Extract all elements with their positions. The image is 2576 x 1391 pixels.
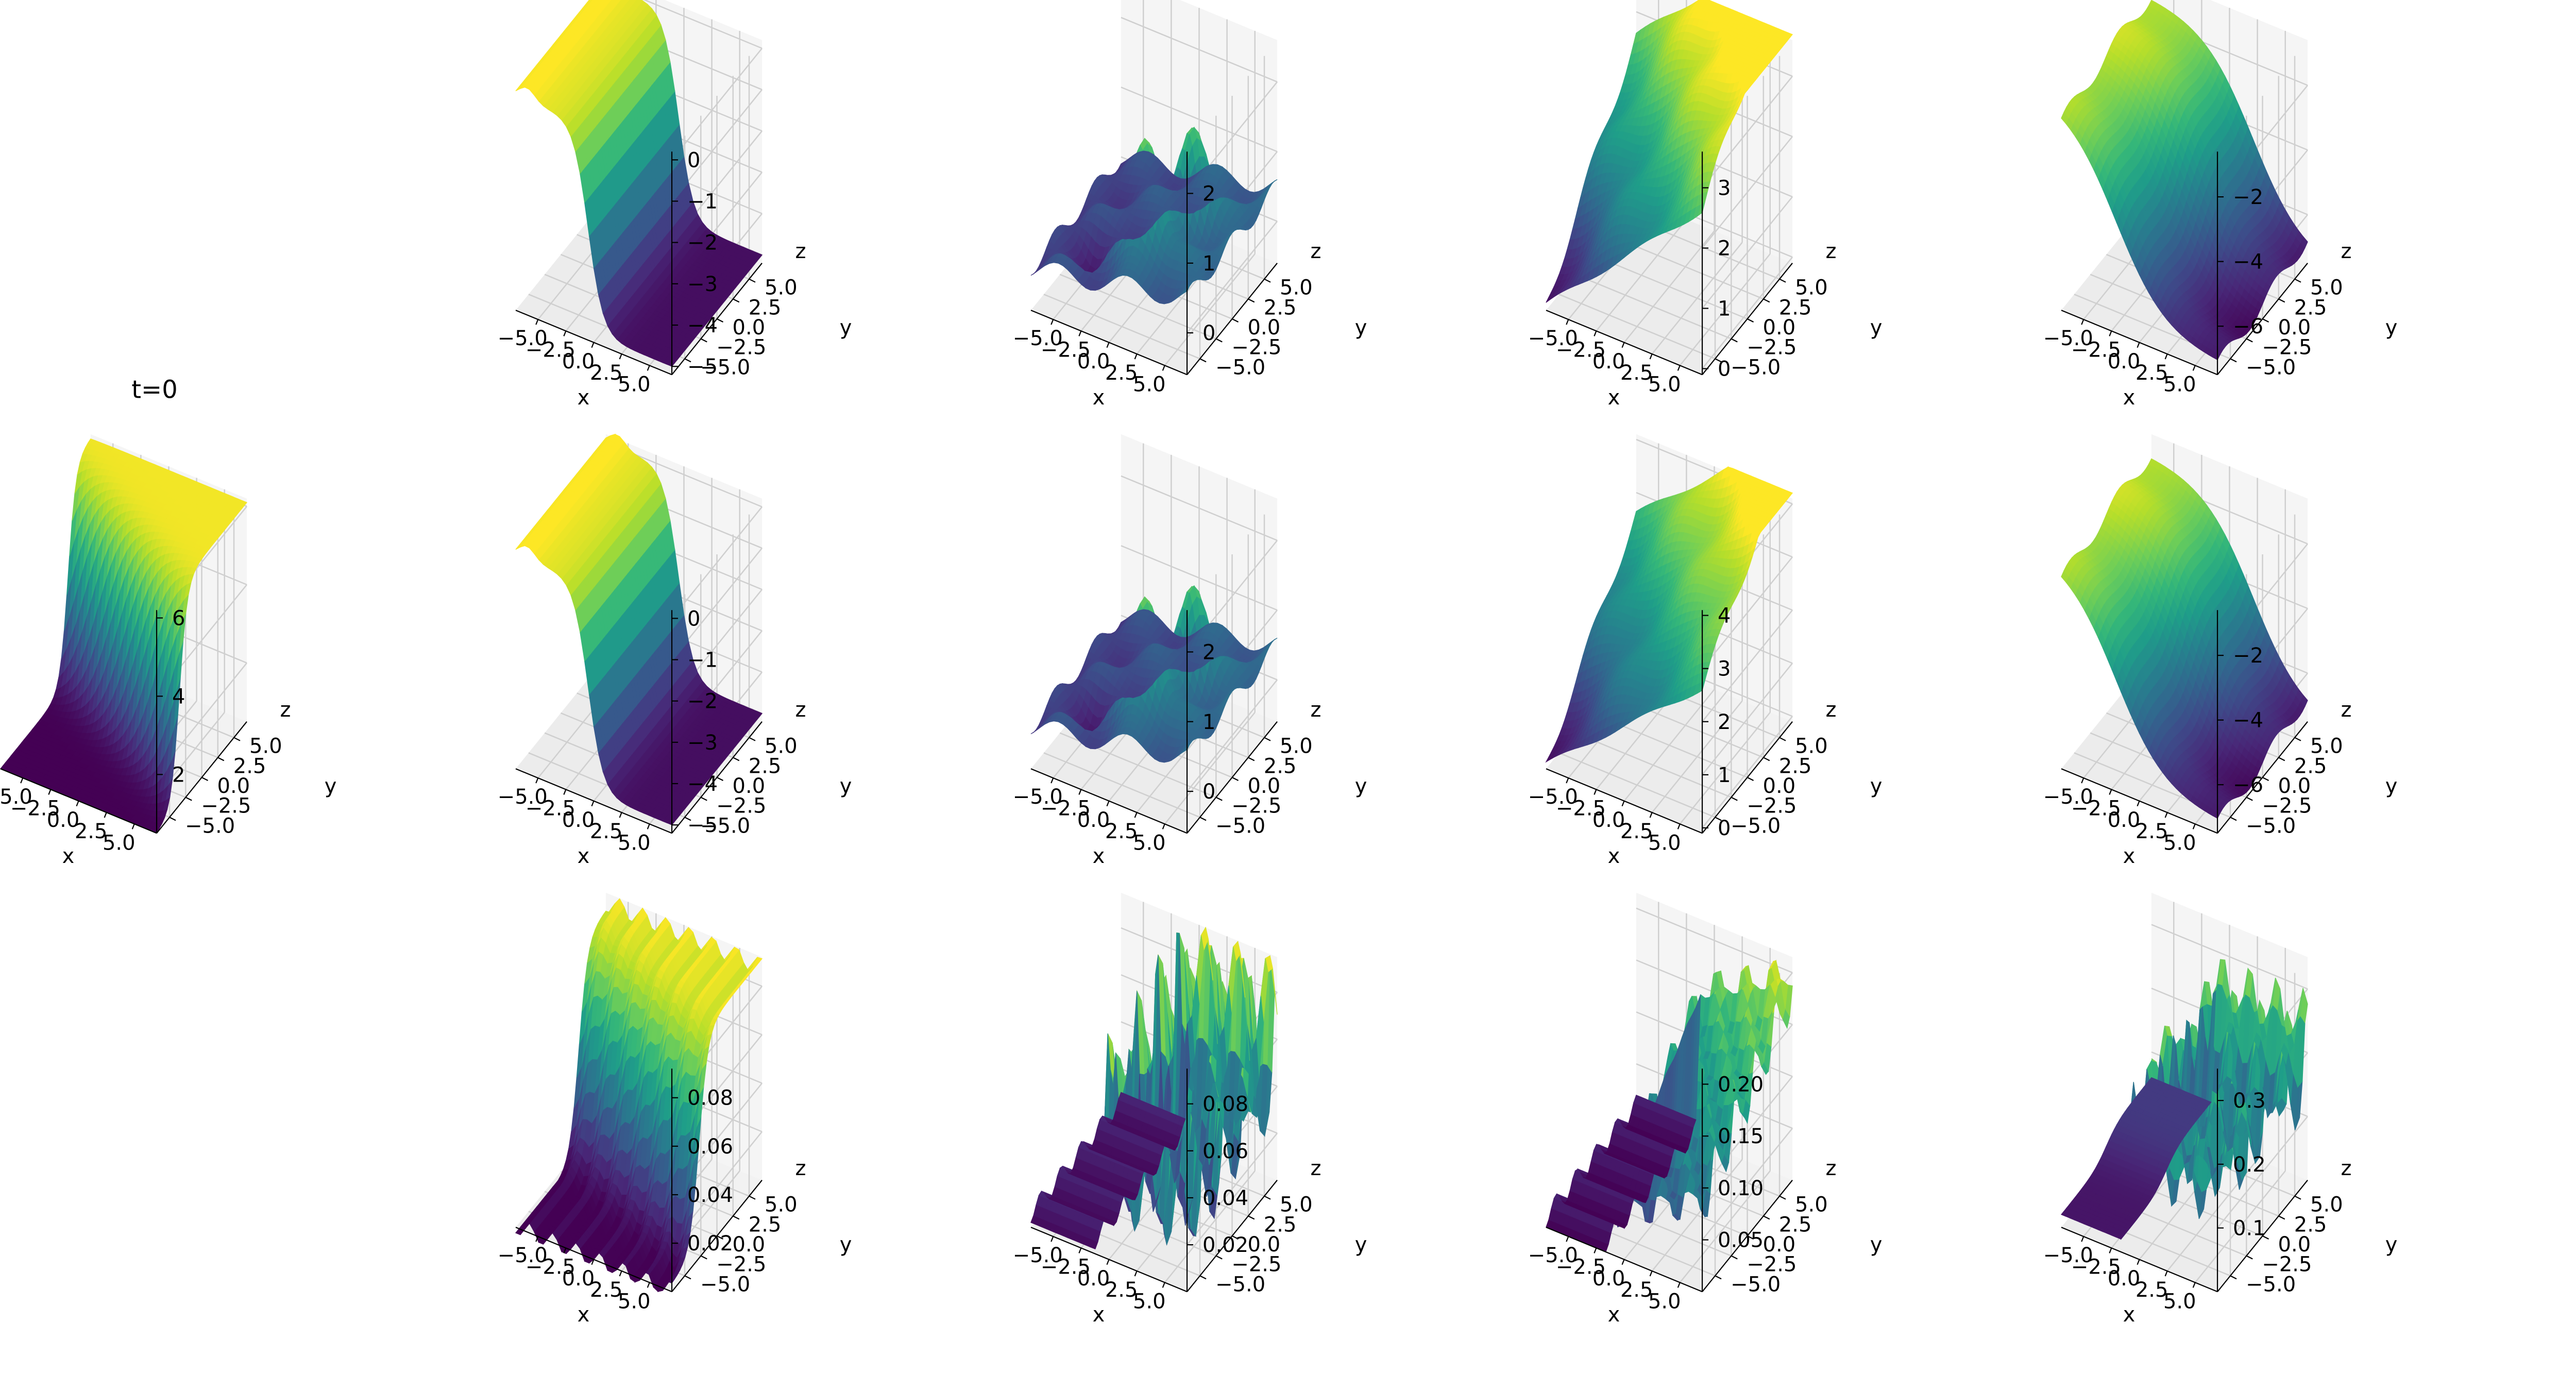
surface [515,0,763,367]
panel-3: −5.0−2.50.02.55.0−5.0−2.50.02.55.0−2−4−6… [2043,0,2398,410]
x-tick-mark [2081,319,2084,325]
x-tick-mark [1134,353,1138,360]
y-axis-label: y [2385,316,2398,340]
z-tick-label: −3 [687,273,718,296]
z-tick-label: 1 [1718,297,1731,321]
x-tick-mark [1106,342,1110,348]
z-axis-label: z [1826,240,1837,263]
x-tick-label: 5.0 [1648,372,1681,396]
x-tick-mark [1566,319,1569,325]
panel-2: −5.0−2.50.02.55.0−5.0−2.50.02.55.03210xy… [1528,0,1883,410]
z-tick-label: 0 [1202,321,1215,345]
x-tick-mark [1050,319,1054,325]
x-tick-mark [535,319,539,325]
y-tick-mark [700,338,707,343]
x-tick-mark [591,342,595,348]
x-tick-mark [2137,342,2140,348]
y-axis-label: y [1870,316,1883,340]
y-tick-mark [1731,338,1738,343]
y-tick-mark [1747,318,1754,323]
panel-0: −5.0−2.50.02.55.0−5.0−2.50.02.55.00−1−2−… [498,0,852,410]
x-tick-label: 5.0 [618,372,651,396]
z-tick-label: 2 [1202,182,1215,206]
grid-z-wally [643,0,762,49]
z-tick-label: −4 [687,314,718,337]
y-tick-label: 5.0 [765,276,798,300]
y-tick-mark [2246,338,2253,343]
y-tick-mark [717,318,724,323]
y-tick-label: 5.0 [2310,276,2343,300]
y-tick-mark [1199,358,1207,363]
y-axis-label: y [1355,316,1367,340]
y-tick-mark [2230,358,2237,363]
z-tick-label: −4 [2233,250,2263,274]
y-tick-mark [1248,298,1255,303]
x-tick-mark [619,353,622,360]
x-tick-mark [1677,365,1681,371]
y-axis-label: y [840,316,852,340]
x-tick-mark [1162,365,1165,371]
z-tick-label: −5 [687,355,718,379]
y-tick-label: 5.0 [1795,276,1828,300]
z-tick-label: 3 [1718,176,1731,200]
y-tick-mark [2278,298,2285,303]
x-tick-mark [2109,331,2112,336]
y-tick-mark [749,278,756,283]
x-tick-mark [1649,353,1653,360]
z-axis-label: z [795,240,806,263]
z-tick-label: −2 [687,231,718,255]
z-tick-label: 2 [1718,236,1731,260]
y-tick-mark [1264,278,1271,283]
z-axis-label: z [2341,240,2352,263]
x-tick-mark [563,331,567,336]
y-tick-mark [2262,318,2269,323]
x-axis-label: x [1093,386,1105,410]
z-tick-label: −1 [687,190,718,213]
x-tick-mark [1594,331,1597,336]
z-tick-label: 0 [687,148,700,172]
y-tick-mark [1215,338,1223,343]
x-axis-label: x [1608,386,1620,410]
z-tick-label: 1 [1202,252,1215,276]
x-tick-label: 5.0 [2163,372,2196,396]
z-tick-label: 0 [1718,358,1731,381]
panel-4: −5.0−2.50.02.55.0−5.0−2.50.02.55.0642xyz… [0,376,336,868]
x-tick-mark [647,365,650,371]
x-tick-label: 5.0 [1133,372,1166,396]
x-tick-mark [2164,353,2168,360]
y-tick-mark [1779,278,1786,283]
x-tick-mark [2192,365,2196,371]
panel-1: −5.0−2.50.02.55.0−5.0−2.50.02.55.0210xyz… [1013,0,1367,410]
y-tick-mark [733,298,740,303]
z-tick-label: −6 [2233,315,2263,338]
x-axis-label: x [578,386,590,410]
z-tick-label: −2 [2233,185,2263,209]
y-tick-mark [2294,278,2301,283]
y-tick-mark [1232,318,1239,323]
x-tick-mark [1621,342,1625,348]
z-axis-label: z [1311,240,1321,263]
x-tick-mark [1078,331,1082,336]
x-axis-label: x [2123,386,2136,410]
y-tick-mark [1763,298,1770,303]
y-tick-label: 5.0 [1280,276,1313,300]
